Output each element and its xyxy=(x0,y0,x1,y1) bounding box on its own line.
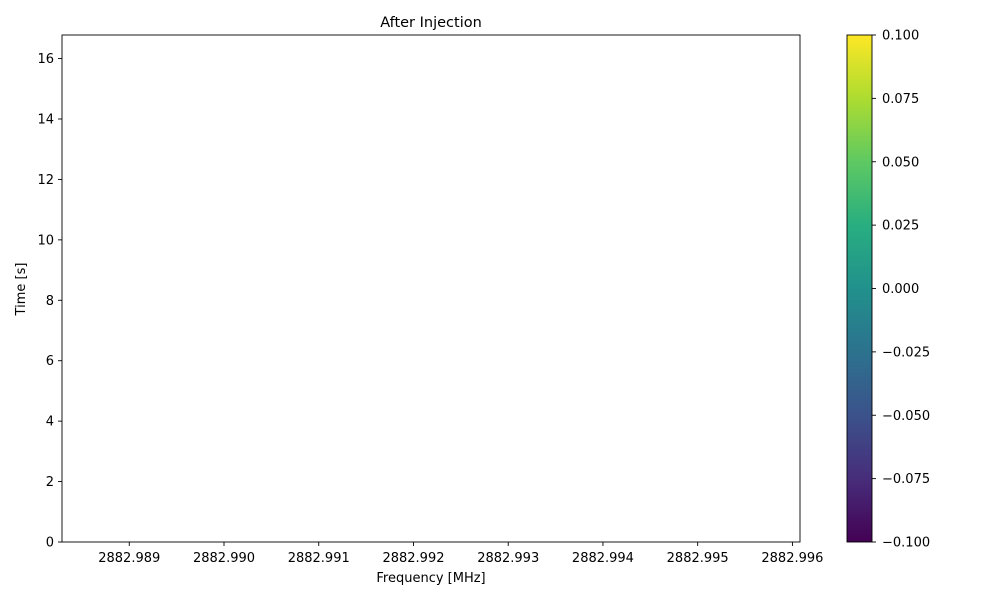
x-tick-label: 2882.992 xyxy=(382,551,444,566)
y-tick-label: 4 xyxy=(46,415,54,430)
colorbar-tick-label: 0.025 xyxy=(882,219,919,234)
y-tick-label: 0 xyxy=(46,536,54,551)
x-axis: 2882.989 2882.990 2882.991 2882.992 2882.993… xyxy=(98,542,823,566)
colorbar-tick-label: 0.100 xyxy=(882,29,919,44)
y-tick-label: 14 xyxy=(37,112,54,127)
y-axis-label: Time [s] xyxy=(14,263,29,317)
x-tick-label: 2882.991 xyxy=(288,551,350,566)
x-axis-label: Frequency [MHz] xyxy=(376,571,485,586)
colorbar-tick-label: 0.075 xyxy=(882,92,919,107)
x-tick-label: 2882.995 xyxy=(667,551,729,566)
colorbar-tick-label: 0.050 xyxy=(882,155,919,170)
colorbar xyxy=(846,34,873,543)
colorbar-axis: −0.100 −0.075 −0.050 −0.025 0.000 0.025 0.050 0… xyxy=(872,29,930,551)
x-tick-label: 2882.989 xyxy=(98,551,160,566)
colorbar-tick-label: −0.100 xyxy=(882,536,930,551)
y-tick-label: 16 xyxy=(37,52,54,67)
x-tick-label: 2882.993 xyxy=(477,551,539,566)
y-tick-label: 6 xyxy=(46,354,54,369)
y-tick-label: 8 xyxy=(46,294,54,309)
y-tick-label: 2 xyxy=(46,475,54,490)
colorbar-tick-label: 0.000 xyxy=(882,282,919,297)
colorbar-tick-label: −0.025 xyxy=(882,345,930,360)
y-axis: 0 2 4 6 8 10 12 14 16 xyxy=(37,52,62,551)
x-tick-label: 2882.990 xyxy=(193,551,255,566)
y-tick-label: 12 xyxy=(37,173,54,188)
x-tick-label: 2882.994 xyxy=(572,551,634,566)
colorbar-tick-label: −0.075 xyxy=(882,472,930,487)
x-tick-label: 2882.996 xyxy=(761,551,823,566)
colorbar-tick-label: −0.050 xyxy=(882,409,930,424)
y-tick-label: 10 xyxy=(37,233,54,248)
plot-area xyxy=(61,34,801,543)
chart-title: After Injection xyxy=(380,15,482,31)
